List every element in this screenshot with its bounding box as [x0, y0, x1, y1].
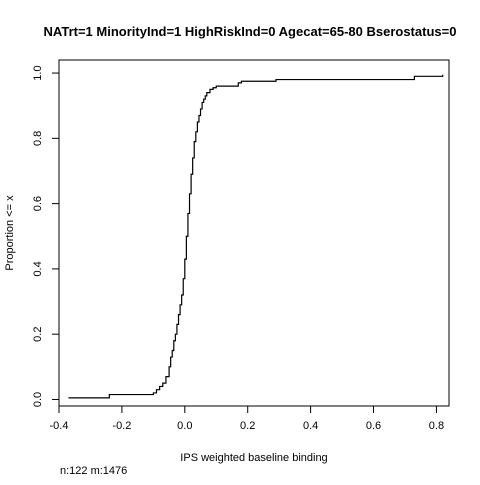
- series-layer: [68, 74, 444, 399]
- x-tick-label: 0.8: [429, 420, 444, 432]
- x-tick-label: 0.0: [177, 420, 192, 432]
- y-tick-label: 0.4: [32, 261, 44, 276]
- y-tick-label: 0.0: [32, 392, 44, 407]
- y-tick-label: 1.0: [32, 65, 44, 80]
- y-axis-label: Proportion <= x: [4, 195, 16, 271]
- x-tick-label: 0.2: [240, 420, 255, 432]
- x-tick-label: -0.2: [112, 420, 131, 432]
- ecdf-step-line: [68, 74, 444, 399]
- x-axis: -0.4 -0.2 0.0 0.2 0.4 0.6 0.8: [50, 405, 444, 432]
- y-tick-label: 0.2: [32, 327, 44, 342]
- y-tick-label: 0.6: [32, 196, 44, 211]
- y-tick-label: 0.8: [32, 131, 44, 146]
- x-tick-label: 0.6: [366, 420, 381, 432]
- x-axis-label: IPS weighted baseline binding: [180, 452, 327, 464]
- chart-title: NATrt=1 MinorityInd=1 HighRiskInd=0 Agec…: [44, 24, 457, 39]
- x-tick-label: -0.4: [50, 420, 69, 432]
- sample-size-note: n:122 m:1476: [60, 465, 127, 477]
- y-axis: 0.0 0.2 0.4 0.6 0.8 1.0: [32, 65, 60, 407]
- x-tick-label: 0.4: [303, 420, 318, 432]
